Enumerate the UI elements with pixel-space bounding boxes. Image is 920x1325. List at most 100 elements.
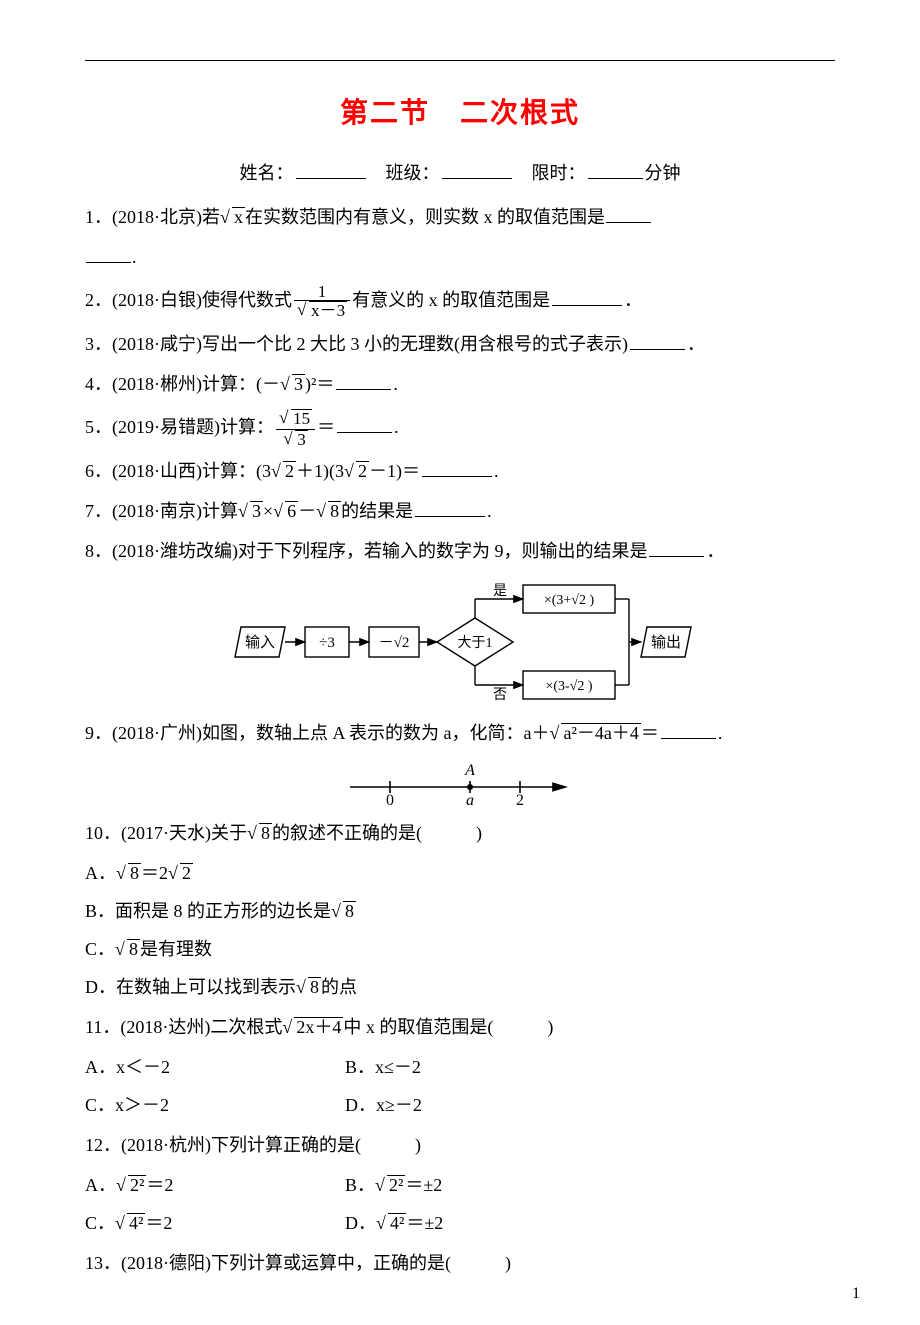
q11-option-a: A．x＜－2 <box>85 1049 345 1085</box>
q7-tail: . <box>487 501 492 521</box>
flow-bot: ×(3-√2 ) <box>545 679 592 694</box>
sqrt-icon: 2 <box>271 453 296 489</box>
q2-fraction: 1x－3 <box>294 283 350 322</box>
sqrt-icon: 2² <box>116 1167 146 1203</box>
q5-prefix: 5．(2019·易错题)计算： <box>85 417 274 437</box>
numline-zero: 0 <box>386 792 394 807</box>
q12-option-b: B．2²＝±2 <box>345 1167 835 1203</box>
page-number: 1 <box>852 1285 860 1303</box>
q12-text: 12．(2018·杭州)下列计算正确的是( ) <box>85 1135 421 1155</box>
q10-option-b: B．面积是 8 的正方形的边长是8 <box>85 893 835 929</box>
numline-a: a <box>466 792 474 807</box>
q3-tail: ． <box>687 334 705 354</box>
q9-eq: ＝ <box>641 723 659 743</box>
q12A-pre: A． <box>85 1175 116 1195</box>
sqrt-icon: 3 <box>238 493 263 529</box>
q11-tail: 中 x 的取值范围是( ) <box>343 1017 553 1037</box>
worksheet-page: 第二节 二次根式 姓名： 班级： 限时：分钟 1．(2018·北京)若x在实数范… <box>0 0 920 1325</box>
q10A-r1: 8 <box>128 863 141 884</box>
sqrt-icon: 4² <box>115 1205 145 1241</box>
q9-rad: a²－4a＋4 <box>561 723 640 744</box>
q10A-r2: 2 <box>180 863 193 884</box>
q1-blank <box>606 204 651 223</box>
q7-r3: 8 <box>328 501 341 522</box>
q12B-rad: 2² <box>387 1175 405 1196</box>
q4-blank <box>336 371 391 390</box>
top-rule <box>85 60 835 61</box>
q10-tail: 的叙述不正确的是( ) <box>272 823 482 843</box>
q5-tail: . <box>394 417 399 437</box>
q9-prefix: 9．(2018·广州)如图，数轴上点 A 表示的数为 a，化简：a＋ <box>85 723 549 743</box>
sqrt-icon: 2 <box>168 855 193 891</box>
flow-no: 否 <box>493 688 507 703</box>
question-6: 6．(2018·山西)计算：(32＋1)(32－1)＝. <box>85 453 835 489</box>
numberline-svg: 0 A a 2 <box>340 759 580 807</box>
q10-option-c: C．8是有理数 <box>85 931 835 967</box>
q7-r2: 6 <box>285 501 298 522</box>
q6-mid1: ＋1)(3 <box>296 461 344 481</box>
q5-den: 3 <box>295 430 308 450</box>
q2-den: x－3 <box>309 301 347 321</box>
question-9: 9．(2018·广州)如图，数轴上点 A 表示的数为 a，化简：a＋ a²－4a＋… <box>85 715 835 751</box>
flow-yes: 是 <box>493 584 507 599</box>
q2-num: 1 <box>294 283 350 301</box>
flow-neg: －√2 <box>379 635 410 651</box>
q2-tail: ． <box>624 290 642 310</box>
q6-r2: 2 <box>356 461 369 482</box>
q4-mid: )²＝ <box>305 374 334 394</box>
question-3: 3．(2018·咸宁)写出一个比 2 大比 3 小的无理数(用含根号的式子表示)… <box>85 326 835 362</box>
flow-cond: 大于1 <box>458 635 493 651</box>
question-4: 4．(2018·郴州)计算：(－3)²＝. <box>85 366 835 402</box>
q12-options-row2: C．4²＝2 D．4²＝±2 <box>85 1205 835 1241</box>
sqrt-icon: 8 <box>331 893 356 929</box>
q11-rad: 2x＋4 <box>294 1017 343 1038</box>
flowchart-svg: 输入 ÷3 －√2 大于1 是 ×(3+√2 ) 否 ×(3-√2 ) <box>225 577 695 707</box>
sqrt-icon: 8 <box>247 815 272 851</box>
q4-rad: 3 <box>292 374 305 395</box>
q11-option-c: C．x＞－2 <box>85 1087 345 1123</box>
q2-prefix: 2．(2018·白银)使得代数式 <box>85 290 292 310</box>
q10C-pre: C． <box>85 939 115 959</box>
question-7: 7．(2018·南京)计算3×6－8的结果是. <box>85 493 835 529</box>
q6-prefix: 6．(2018·山西)计算：(3 <box>85 461 271 481</box>
q5-mid: ＝ <box>317 417 335 437</box>
q10B-pre: B．面积是 8 的正方形的边长是 <box>85 901 331 921</box>
numline-A: A <box>464 762 475 779</box>
meta-line: 姓名： 班级： 限时：分钟 <box>85 159 835 185</box>
sqrt-icon: 4² <box>376 1205 406 1241</box>
q4-prefix: 4．(2018·郴州)计算：(－ <box>85 374 280 394</box>
sqrt-icon: 8 <box>316 493 341 529</box>
q8-blank <box>649 538 704 557</box>
sqrt-icon: 8 <box>115 931 140 967</box>
sqrt-icon: 3 <box>280 366 305 402</box>
q7-mid3: 的结果是 <box>341 501 413 521</box>
q10A-mid: ＝2 <box>141 863 168 883</box>
q5-blank <box>337 414 392 433</box>
flow-top: ×(3+√2 ) <box>544 593 595 608</box>
question-12: 12．(2018·杭州)下列计算正确的是( ) <box>85 1127 835 1163</box>
page-title: 第二节 二次根式 <box>85 91 835 131</box>
q12C-pre: C． <box>85 1213 115 1233</box>
q7-r1: 3 <box>250 501 263 522</box>
q7-mid2: － <box>298 501 316 521</box>
numline-two: 2 <box>516 792 524 807</box>
sqrt-icon: 2 <box>344 453 369 489</box>
q12-option-c: C．4²＝2 <box>85 1205 345 1241</box>
q12B-tail: ＝±2 <box>405 1175 442 1195</box>
q8-tail: ． <box>706 541 724 561</box>
q1-period: . <box>132 247 137 267</box>
q2-mid: 有意义的 x 的取值范围是 <box>352 290 550 310</box>
q11-options-row2: C．x＞－2 D．x≥－2 <box>85 1087 835 1123</box>
q13-text: 13．(2018·德阳)下列计算或运算中，正确的是( ) <box>85 1253 511 1273</box>
q12D-pre: D． <box>345 1213 376 1233</box>
question-1-line2: . <box>85 239 835 275</box>
q6-mid2: －1)＝ <box>369 461 420 481</box>
q10D-tail: 的点 <box>321 977 357 997</box>
sqrt-icon: 15 <box>279 409 312 429</box>
sqrt-icon: 8 <box>116 855 141 891</box>
sqrt-icon: 8 <box>296 969 321 1005</box>
time-unit: 分钟 <box>645 163 681 183</box>
q11-option-d: D．x≥－2 <box>345 1087 835 1123</box>
q12-option-a: A．2²＝2 <box>85 1167 345 1203</box>
q7-blank <box>415 498 485 517</box>
